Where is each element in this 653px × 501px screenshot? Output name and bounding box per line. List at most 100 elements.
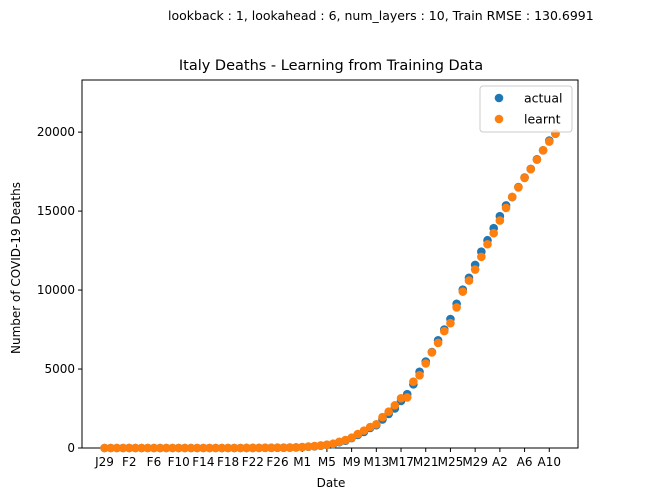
point-learnt: [427, 348, 437, 357]
point-learnt: [186, 443, 196, 453]
point-learnt: [390, 401, 400, 410]
point-learnt: [458, 287, 468, 296]
point-learnt: [149, 443, 159, 453]
point-learnt: [526, 164, 536, 174]
x-tick-label: F18: [217, 455, 239, 469]
x-tick-label: J29: [94, 455, 114, 469]
point-learnt: [131, 443, 140, 453]
point-learnt: [273, 443, 282, 453]
point-learnt: [168, 443, 177, 453]
point-learnt: [409, 377, 418, 386]
point-learnt: [464, 276, 474, 285]
legend-marker-actual: [494, 93, 504, 103]
point-learnt: [544, 137, 554, 146]
figure-suptitle: lookback : 1, lookahead : 6, num_layers …: [168, 8, 594, 23]
plot-frame: [81, 79, 579, 449]
y-tick-label: 10000: [37, 283, 75, 297]
x-tick-label: F22: [242, 455, 264, 469]
point-learnt: [501, 203, 511, 213]
point-learnt: [174, 443, 183, 453]
x-axis-ticks: J29 F2 F6 F10 F14 F18 F22 F26 M1 M5 M9 M13 M17 M21 M25…: [94, 448, 561, 469]
point-learnt: [483, 239, 492, 249]
point-learnt: [211, 443, 221, 453]
y-tick-label: 5000: [44, 362, 75, 376]
point-learnt: [291, 443, 301, 452]
x-tick-label: F6: [147, 455, 162, 469]
point-learnt: [378, 412, 387, 422]
point-learnt: [514, 183, 523, 192]
x-tick-label: A10: [538, 455, 561, 469]
point-learnt: [205, 443, 214, 453]
point-learnt: [446, 318, 455, 328]
x-tick-label: F14: [192, 455, 214, 469]
point-learnt: [507, 192, 517, 202]
x-tick-label: M1: [293, 455, 311, 469]
point-learnt: [421, 359, 431, 368]
x-tick-label: M9: [343, 455, 361, 469]
y-axis-ticks: 0 5000 10000 15000 20000: [37, 125, 82, 455]
point-learnt: [223, 443, 233, 453]
point-learnt: [260, 443, 270, 453]
series-learnt-points: [100, 129, 560, 453]
x-tick-label: F2: [122, 455, 137, 469]
point-learnt: [143, 443, 153, 453]
point-learnt: [192, 443, 202, 453]
x-tick-label: F10: [168, 455, 190, 469]
point-learnt: [452, 303, 461, 312]
x-tick-label: M5: [318, 455, 336, 469]
point-learnt: [236, 443, 245, 453]
legend-label-actual: actual: [524, 91, 563, 106]
y-tick-label: 20000: [37, 125, 75, 139]
chart-title: Italy Deaths - Learning from Training Da…: [179, 58, 483, 74]
point-learnt: [520, 173, 529, 183]
point-learnt: [538, 145, 548, 155]
y-tick-label: 0: [67, 441, 75, 455]
point-learnt: [254, 443, 264, 453]
point-learnt: [180, 443, 190, 453]
point-learnt: [155, 443, 165, 453]
point-learnt: [229, 443, 239, 453]
point-learnt: [279, 443, 288, 452]
point-learnt: [439, 326, 449, 336]
point-learnt: [100, 443, 109, 453]
point-learnt: [304, 442, 313, 451]
point-learnt: [477, 252, 486, 262]
point-learnt: [285, 443, 295, 452]
point-learnt: [118, 443, 128, 453]
point-learnt: [297, 442, 307, 452]
legend: actual learnt: [479, 85, 573, 133]
x-tick-label: M17: [388, 455, 414, 469]
point-learnt: [106, 443, 116, 453]
point-learnt: [372, 420, 381, 429]
x-tick-label: A6: [517, 455, 533, 469]
point-learnt: [384, 407, 393, 416]
x-tick-label: M29: [462, 455, 488, 469]
point-learnt: [415, 371, 424, 380]
point-learnt: [402, 393, 412, 402]
point-learnt: [310, 441, 319, 451]
y-axis-label: Number of COVID-19 Deaths: [9, 182, 23, 354]
x-tick-label: A2: [492, 455, 508, 469]
point-learnt: [495, 216, 505, 225]
point-learnt: [162, 443, 171, 453]
point-learnt: [489, 228, 498, 238]
point-learnt: [248, 443, 258, 453]
point-learnt: [217, 443, 227, 453]
x-axis-label: Date: [317, 476, 346, 490]
y-tick-label: 15000: [37, 204, 75, 218]
point-learnt: [242, 443, 251, 453]
x-tick-label: M25: [438, 455, 464, 469]
point-learnt: [199, 443, 208, 453]
x-tick-label: M21: [413, 455, 439, 469]
point-learnt: [433, 338, 443, 348]
point-learnt: [137, 443, 146, 453]
point-learnt: [112, 443, 122, 453]
point-learnt: [124, 443, 134, 453]
legend-marker-learnt: [494, 114, 504, 124]
point-learnt: [267, 443, 276, 453]
x-tick-label: F26: [266, 455, 288, 469]
legend-label-learnt: learnt: [524, 112, 561, 127]
x-tick-label: M13: [364, 455, 390, 469]
plot-area: [81, 79, 579, 449]
